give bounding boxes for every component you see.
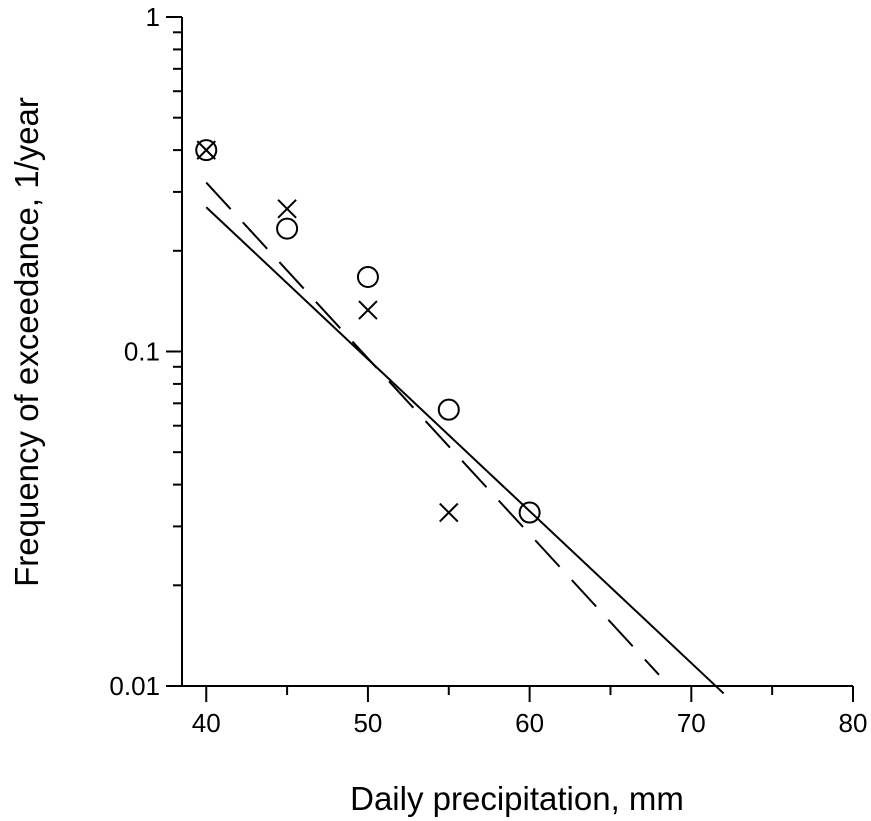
cross-marker (196, 140, 216, 160)
x-tick-label: 70 (677, 708, 706, 738)
circle-marker (518, 501, 541, 524)
solid-fit-line (205, 206, 725, 695)
y-tick-label: 1 (146, 2, 160, 32)
data-markers (195, 139, 541, 524)
cross-marker (439, 502, 459, 523)
fit-lines (205, 181, 725, 695)
axes: 40 50 60 70 80 0.01 0.1 1 (109, 2, 867, 738)
x-axis-title: Daily precipitation, mm (350, 780, 684, 817)
y-tick-label: 0.01 (109, 671, 160, 701)
y-tick-label: 0.1 (124, 337, 160, 367)
y-axis-title: Frequency of exceedance, 1/year (8, 97, 45, 587)
circle-marker (437, 398, 460, 421)
circle-marker (276, 217, 299, 240)
x-tick-label: 40 (192, 708, 221, 738)
cross-marker (277, 199, 297, 219)
x-tick-label: 80 (839, 708, 868, 738)
cross-marker (358, 300, 378, 320)
circle-marker (195, 139, 218, 162)
dashed-fit-line (205, 181, 660, 676)
x-tick-label: 60 (515, 708, 544, 738)
x-tick-label: 50 (353, 708, 382, 738)
circle-marker (356, 266, 379, 289)
